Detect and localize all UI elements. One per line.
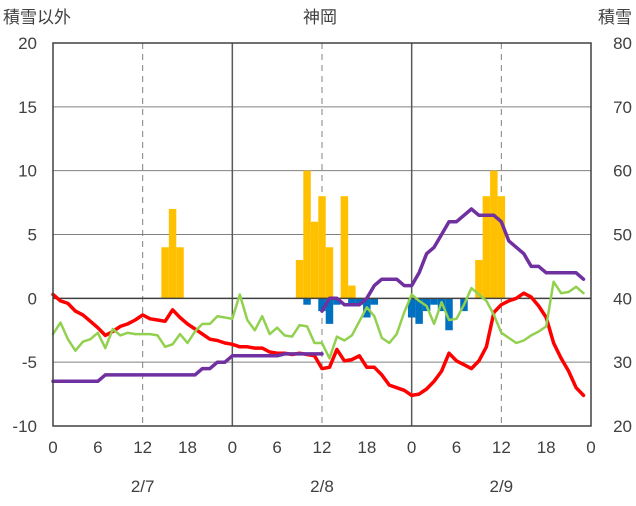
x-tick-label: 12 [133,438,152,457]
right-tick-label: 20 [613,417,632,436]
bar [348,298,356,305]
bar [490,170,498,299]
right-tick-label: 80 [613,34,632,53]
date-labels: 2/7 2/8 2/9 [131,477,513,496]
bar [310,221,319,299]
x-tick-label: 6 [93,438,102,457]
left-tick-label: 15 [18,98,37,117]
x-tick-label: 0 [48,438,57,457]
left-tick-label: -5 [22,353,37,372]
bar [333,298,341,305]
bar [482,196,491,299]
x-ticks: 0 6 12 18 0 6 12 18 0 6 12 18 0 [48,438,595,457]
bar-layer [161,170,506,331]
left-tick-label: 20 [18,34,37,53]
x-tick-label: 12 [492,438,511,457]
grid-layer [53,43,591,426]
left-y-ticks: -10 -5 0 5 10 15 20 [12,34,37,436]
x-tick-label: 6 [272,438,281,457]
bar [370,298,379,305]
right-tick-label: 30 [613,353,632,372]
bar [348,285,356,299]
right-tick-label: 70 [613,98,632,117]
bar [318,298,326,312]
bar [497,196,506,299]
x-tick-label: 0 [407,438,416,457]
left-axis-label: 積雪以外 [3,8,71,27]
date-label: 2/7 [131,477,155,496]
bar [340,196,349,299]
chart-title: 神岡 [303,8,337,27]
left-tick-label: -10 [12,417,37,436]
x-tick-label: 6 [452,438,461,457]
bar [295,260,304,299]
x-tick-label: 0 [586,438,595,457]
right-tick-label: 50 [613,226,632,245]
bar [168,208,177,299]
x-tick-label: 0 [228,438,237,457]
bar [415,298,423,324]
left-tick-label: 5 [28,226,37,245]
bar [176,247,184,299]
bar [318,196,326,299]
right-tick-label: 60 [613,162,632,181]
bar [325,298,334,324]
right-tick-label: 40 [613,289,632,308]
secondary_line-line [51,280,585,360]
right-y-ticks: 20 30 40 50 60 70 80 [613,34,632,436]
line-layer [51,207,586,398]
bar [303,170,311,299]
plot-frame [52,42,592,427]
bar [430,298,438,305]
x-tick-label: 18 [537,438,556,457]
right-axis-label: 積雪 [598,8,632,27]
bar [445,298,453,331]
snow_depth-line [51,352,324,384]
temperature-line [51,291,586,398]
snow_depth-line [320,207,586,313]
bar [161,247,169,299]
x-tick-label: 18 [178,438,197,457]
bar [355,298,364,305]
x-tick-label: 18 [357,438,376,457]
x-tick-label: 12 [313,438,332,457]
bar [407,298,416,318]
date-label: 2/8 [310,477,334,496]
bar [325,247,334,299]
bar [303,298,311,305]
left-tick-label: 10 [18,162,37,181]
left-tick-label: 0 [28,289,37,308]
date-label: 2/9 [490,477,514,496]
bar [475,260,483,299]
